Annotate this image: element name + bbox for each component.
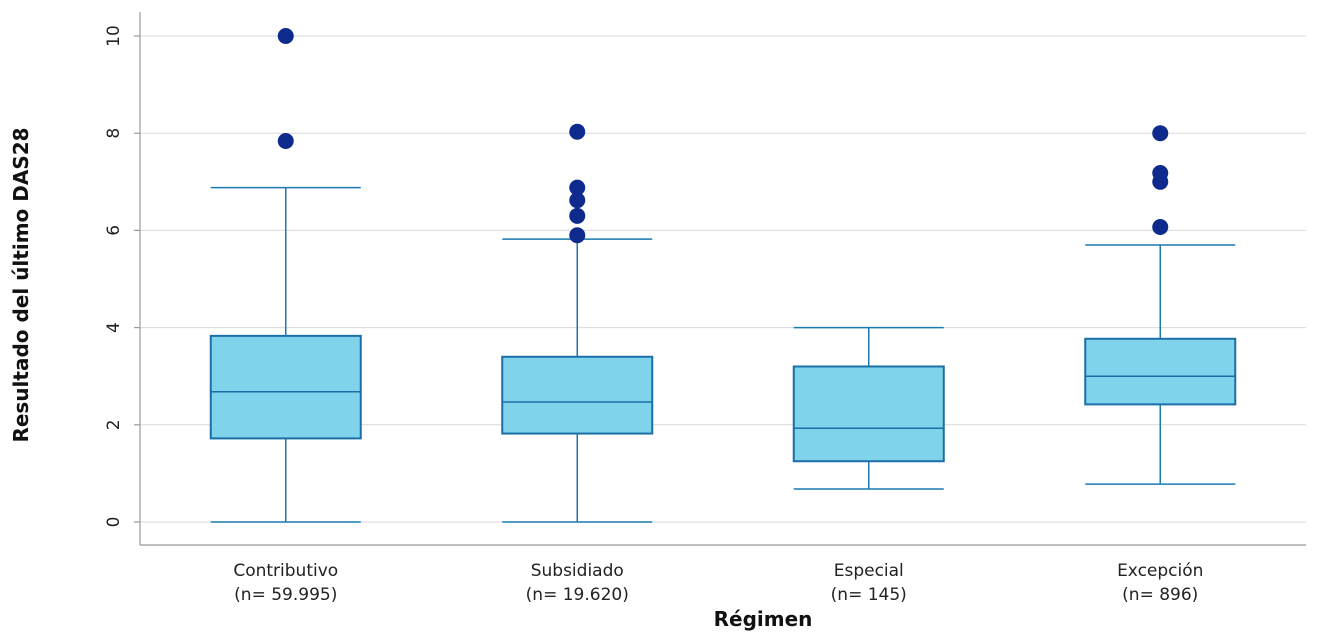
x-axis-title: Régimen bbox=[714, 607, 813, 631]
y-tick-label: 10 bbox=[104, 25, 124, 47]
y-tick-label: 0 bbox=[104, 517, 124, 528]
y-axis-title: Resultado del último DAS28 bbox=[9, 127, 33, 442]
outlier-point bbox=[569, 227, 586, 244]
x-category-label: Subsidiado bbox=[531, 561, 624, 581]
outlier-point bbox=[277, 132, 294, 149]
outlier-point bbox=[569, 192, 586, 209]
x-category-labels: Contributivo (n= 59.995) Subsidiado (n= 19.… bbox=[233, 561, 1203, 605]
outlier-point bbox=[569, 179, 586, 196]
outlier-point bbox=[277, 28, 294, 44]
y-tick-label: 8 bbox=[104, 128, 124, 139]
box-group bbox=[501, 123, 654, 523]
x-category-label: Excepción bbox=[1117, 561, 1203, 581]
outlier-point bbox=[1152, 218, 1169, 235]
outlier-point bbox=[1152, 165, 1169, 182]
outlier-point bbox=[1152, 125, 1169, 142]
outlier-point bbox=[569, 123, 586, 140]
x-category-label: Especial bbox=[834, 561, 904, 581]
y-tick-labels: 0 2 4 6 8 10 bbox=[104, 25, 140, 527]
y-tick-label: 2 bbox=[104, 419, 124, 430]
x-category-count: (n= 59.995) bbox=[234, 585, 337, 605]
x-category-count: (n= 145) bbox=[831, 585, 907, 605]
x-category-count: (n= 896) bbox=[1122, 585, 1198, 605]
y-tick-label: 6 bbox=[104, 225, 124, 236]
iqr-box bbox=[209, 334, 362, 440]
iqr-box bbox=[1084, 337, 1237, 406]
box-group bbox=[209, 28, 362, 523]
y-tick-label: 4 bbox=[104, 322, 124, 333]
box-group bbox=[792, 326, 945, 490]
iqr-box bbox=[792, 365, 945, 463]
x-category-label: Contributivo bbox=[233, 561, 338, 581]
iqr-box bbox=[501, 355, 654, 435]
grid-lines bbox=[140, 35, 1306, 523]
boxes bbox=[209, 28, 1237, 523]
x-category-count: (n= 19.620) bbox=[526, 585, 629, 605]
outlier-point bbox=[569, 207, 586, 224]
box-group bbox=[1084, 125, 1237, 485]
